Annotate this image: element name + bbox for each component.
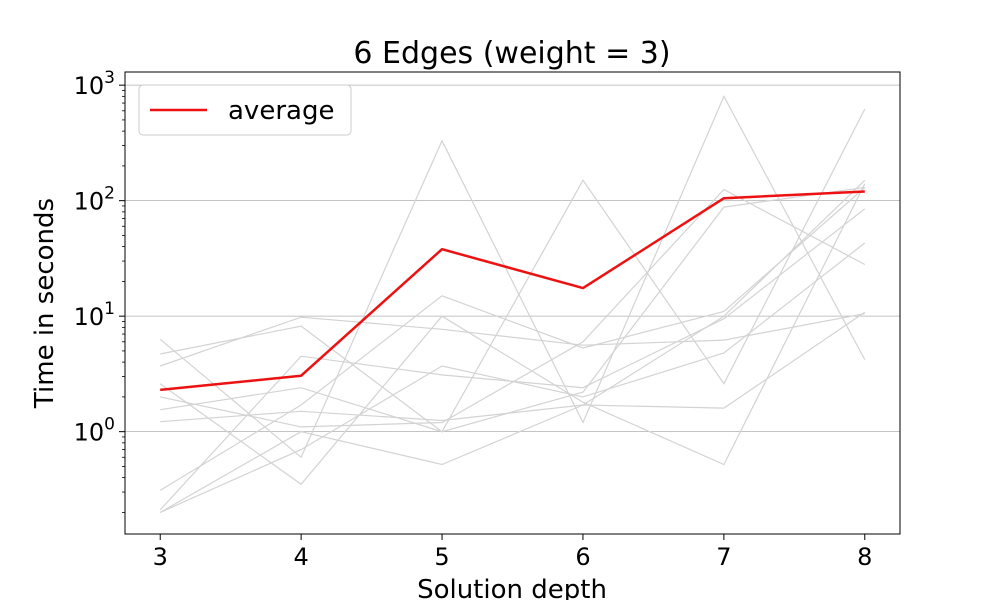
chart-title: 6 Edges (weight = 3) [353,36,670,71]
x-tick-label: 7 [716,543,731,571]
legend-box [138,84,352,136]
y-tick-label: 103 [74,68,115,100]
y-tick-label: 102 [74,184,115,216]
background-line [160,186,865,433]
background-line [159,179,866,513]
y-axis-ticks: 100 101 102 103 [74,68,125,513]
background-line [160,313,865,367]
background-line [159,187,866,491]
background-series [159,95,866,513]
series-line-average [160,190,865,392]
plot-frame [124,71,901,535]
y-tick-label: 101 [74,299,115,331]
x-tick-label: 6 [575,543,590,571]
x-axis-ticks: 3 4 5 6 7 8 [153,534,872,571]
background-line [159,183,866,486]
y-tick-label: 100 [74,415,115,447]
legend-label-average: average [228,96,334,126]
y-axis-label: Time in seconds [30,198,60,409]
background-line [160,188,866,428]
background-line [159,95,866,459]
legend: average [138,84,352,136]
background-line [159,242,866,513]
background-line [159,208,866,511]
background-line [160,108,866,433]
x-axis-label: Solution depth [417,575,607,600]
series-layer [160,190,865,392]
background-line [160,311,866,423]
x-tick-label: 4 [293,543,308,571]
x-tick-label: 3 [153,543,168,571]
x-tick-label: 8 [857,543,872,571]
x-tick-label: 5 [434,543,449,571]
